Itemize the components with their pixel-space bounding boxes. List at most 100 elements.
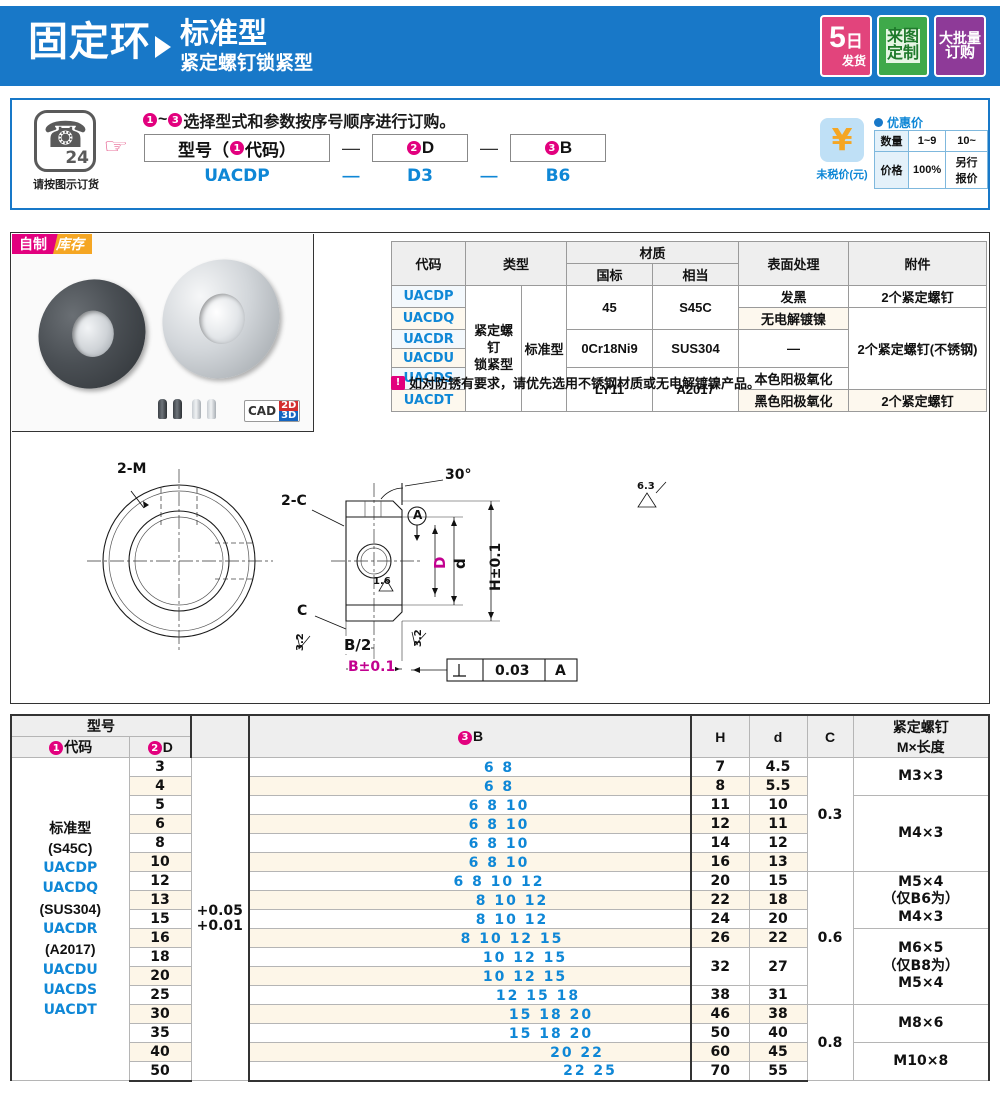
spec-H-value: 7: [690, 757, 750, 777]
material-header-row-2: 国标 相当: [392, 263, 987, 286]
part-number-builder: 型号（ 1 代码） UACDP — — 2 D D3 — — 3 B: [144, 134, 606, 186]
part-code-box-2[interactable]: 2 D: [372, 134, 468, 162]
material-code: UACDS: [391, 367, 466, 390]
label-30-degrees: 30°: [445, 467, 472, 483]
spec-B-list: 8 10 12 15: [460, 930, 564, 947]
part-separator-2-top: —: [480, 138, 498, 158]
spec-d-value: 12: [748, 833, 808, 853]
spec-H-value: 22: [690, 890, 750, 910]
spec-row: 20 10 12 15: [11, 966, 989, 986]
spec-C-value: 0.6: [806, 871, 854, 1005]
badge-bulk-line2: 订购: [944, 44, 975, 62]
part-code-field-1[interactable]: 型号（ 1 代码） UACDP: [144, 134, 330, 186]
spec-model-name: UACDR: [43, 921, 98, 937]
part-code-box-3-label: B: [559, 138, 573, 157]
spec-header-screw: 紧定螺钉 M×长度: [852, 714, 990, 758]
label-roughness-6-3: 6.3: [637, 481, 655, 492]
spec-B-list: 6 8 10: [468, 797, 530, 814]
spec-row: 标准型 (S45C) UACDP UACDQ (SUS304) UACDR (A2017) U…: [10, 757, 990, 1081]
badge-days-unit: 日: [845, 31, 863, 51]
spec-row: 35 15 18 20 50 40: [11, 1023, 989, 1043]
tag-in-stock: 库存: [53, 234, 92, 254]
product-detail-panel: 自制 库存 CAD 2D 3D 代码 类型 材质 表面处理 附件: [10, 232, 990, 704]
spec-B-list: 6 8 10 12: [453, 873, 545, 890]
spec-B-list: 6 8: [483, 778, 515, 795]
spec-H-value: 16: [690, 852, 750, 872]
spec-row: 40 20 22 60 45 M10×8: [11, 1042, 990, 1081]
spec-D-value: 30: [128, 1004, 192, 1024]
spec-d-value: 38: [748, 1004, 808, 1024]
spec-B-values: 6 8 10: [248, 814, 692, 834]
spec-D-value: 6: [128, 814, 192, 834]
material-accessory: 2个紧定螺钉: [848, 389, 987, 412]
spec-row: 30 15 18 20 46 38 0.8 M8×6: [11, 1004, 990, 1081]
spec-D-value: 20: [128, 966, 192, 986]
label-roughness-3-2-b: 3.2: [413, 629, 424, 647]
spec-B-values: 10 12 15: [248, 947, 692, 967]
spec-model-name: UACDP: [43, 860, 98, 877]
material-code: UACDP: [391, 285, 466, 308]
material-header-type: 类型: [465, 241, 567, 286]
spec-D-tolerance: +0.05 +0.01: [190, 757, 250, 1081]
material-surface: —: [738, 329, 849, 368]
spec-screw-spec: M10×8: [852, 1042, 990, 1081]
cad-download-badge[interactable]: CAD 2D 3D: [244, 400, 300, 422]
spec-screw-line: M8×6: [898, 1014, 944, 1031]
part-code-box-1[interactable]: 型号（ 1 代码）: [144, 134, 330, 162]
ordering-instructions-panel: ☎ 24 请按图示订货 ☞ 1 ~ 3 选择型式和参数按序号顺序进行订购。 型号…: [10, 98, 990, 210]
label-roughness-3-2-a: 3.2: [295, 633, 306, 651]
spec-screw-line: （仅B8为）: [882, 957, 959, 974]
label-dimension-d: d: [451, 558, 469, 569]
part-code-value-3: B6: [545, 166, 571, 186]
spec-H-value: 11: [690, 795, 750, 815]
cad-label: CAD: [248, 404, 277, 418]
spec-H-value: 32: [690, 947, 750, 986]
label-2-M: 2-M: [117, 461, 147, 477]
spec-B-list: 6 8: [483, 759, 515, 776]
spec-B-list: 10 12 15: [482, 968, 568, 985]
cad-2d-label[interactable]: 2D: [279, 400, 299, 411]
price-quantity-row: 数量 1~9 10~: [874, 130, 988, 152]
part-code-field-3[interactable]: 3 B B6: [510, 134, 606, 186]
spec-d-value: 11: [748, 814, 808, 834]
spec-header-spacer: [190, 714, 250, 758]
spec-D-value: 25: [128, 985, 192, 1005]
spec-model-name: UACDT: [43, 1002, 97, 1019]
badge-days-number: 5: [829, 20, 846, 54]
part-code-value-1: UACDP: [204, 166, 270, 186]
material-spec-table: 代码 类型 材质 表面处理 附件 国标 相当 UACDP 紧定螺钉 锁紧型 标准型…: [391, 241, 987, 412]
spec-B-values: 6 8 10: [248, 852, 692, 872]
warning-icon: !: [391, 375, 405, 390]
cad-3d-label[interactable]: 3D: [279, 410, 299, 421]
part-code-box-1-post: 代码）: [245, 140, 296, 160]
spec-screw-spec: M8×6: [852, 1004, 990, 1043]
price-value-row: 价格 100% 另行报价: [874, 151, 988, 189]
spec-tolerance-upper: +0.05: [196, 903, 243, 920]
spec-header-code-num: 1: [49, 741, 64, 756]
part-separator-1-top: —: [342, 138, 360, 158]
material-header-equiv: 相当: [652, 263, 739, 286]
spec-H-value: 20: [690, 871, 750, 891]
spec-B-values: 12 15 18: [248, 985, 692, 1005]
part-code-box-2-num: 2: [406, 141, 421, 155]
spec-d-value: 15: [748, 871, 808, 891]
spec-D-value: 13: [128, 890, 192, 910]
spec-D-value: 12: [128, 871, 192, 891]
spec-B-values: 6 8: [248, 757, 692, 777]
label-2-C: 2-C: [281, 493, 307, 509]
spec-B-list: 20 22: [550, 1044, 604, 1061]
part-code-field-2[interactable]: 2 D D3: [372, 134, 468, 186]
part-code-box-3-num: 3: [544, 141, 559, 155]
part-code-box-3[interactable]: 3 B: [510, 134, 606, 162]
material-header-accessory: 附件: [848, 241, 987, 286]
telephone-glyph: ☎: [43, 114, 88, 155]
spec-D-value: 35: [128, 1023, 192, 1043]
spec-header-d: d: [748, 714, 808, 758]
spec-header-D-label: D: [162, 738, 173, 755]
material-row: UACDP 紧定螺钉 锁紧型 标准型 45 S45C 发黑 2个紧定螺钉: [391, 285, 987, 412]
spec-H-value: 60: [690, 1042, 750, 1062]
spec-H-value: 12: [690, 814, 750, 834]
spec-header-model: 型号: [10, 714, 192, 737]
